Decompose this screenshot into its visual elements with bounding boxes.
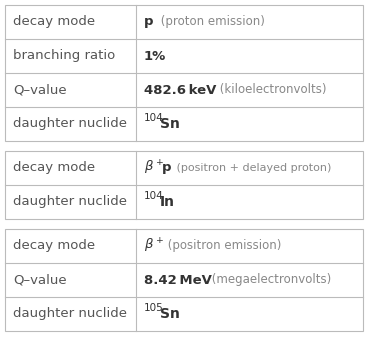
Text: 104: 104: [144, 191, 163, 201]
Text: Q–value: Q–value: [13, 84, 67, 96]
Text: Sn: Sn: [160, 307, 180, 321]
Text: 482.6 keV: 482.6 keV: [144, 84, 216, 96]
Bar: [5, 229, 363, 331]
Text: $\it{\beta}^+$: $\it{\beta}^+$: [144, 159, 164, 177]
Bar: [5, 5, 363, 141]
Text: (positron emission): (positron emission): [164, 239, 281, 253]
Text: 1%: 1%: [144, 49, 166, 63]
Text: decay mode: decay mode: [13, 161, 95, 174]
Text: $\it{\beta}^+$: $\it{\beta}^+$: [144, 237, 164, 255]
Text: p: p: [144, 16, 153, 29]
Text: Sn: Sn: [160, 117, 180, 131]
Text: daughter nuclide: daughter nuclide: [13, 118, 127, 130]
Text: decay mode: decay mode: [13, 239, 95, 253]
Text: (kiloelectronvolts): (kiloelectronvolts): [216, 84, 326, 96]
Bar: [5, 151, 363, 219]
Text: daughter nuclide: daughter nuclide: [13, 196, 127, 208]
Text: p: p: [162, 161, 171, 174]
Text: decay mode: decay mode: [13, 16, 95, 29]
Text: (positron + delayed proton): (positron + delayed proton): [173, 163, 331, 173]
Text: branching ratio: branching ratio: [13, 49, 115, 63]
Text: (megaelectronvolts): (megaelectronvolts): [208, 274, 331, 286]
Text: Q–value: Q–value: [13, 274, 67, 286]
Text: (proton emission): (proton emission): [157, 16, 265, 29]
Text: 105: 105: [144, 303, 163, 313]
Text: daughter nuclide: daughter nuclide: [13, 308, 127, 321]
Text: 104: 104: [144, 113, 163, 123]
Text: 8.42 MeV: 8.42 MeV: [144, 274, 212, 286]
Text: In: In: [160, 195, 175, 209]
